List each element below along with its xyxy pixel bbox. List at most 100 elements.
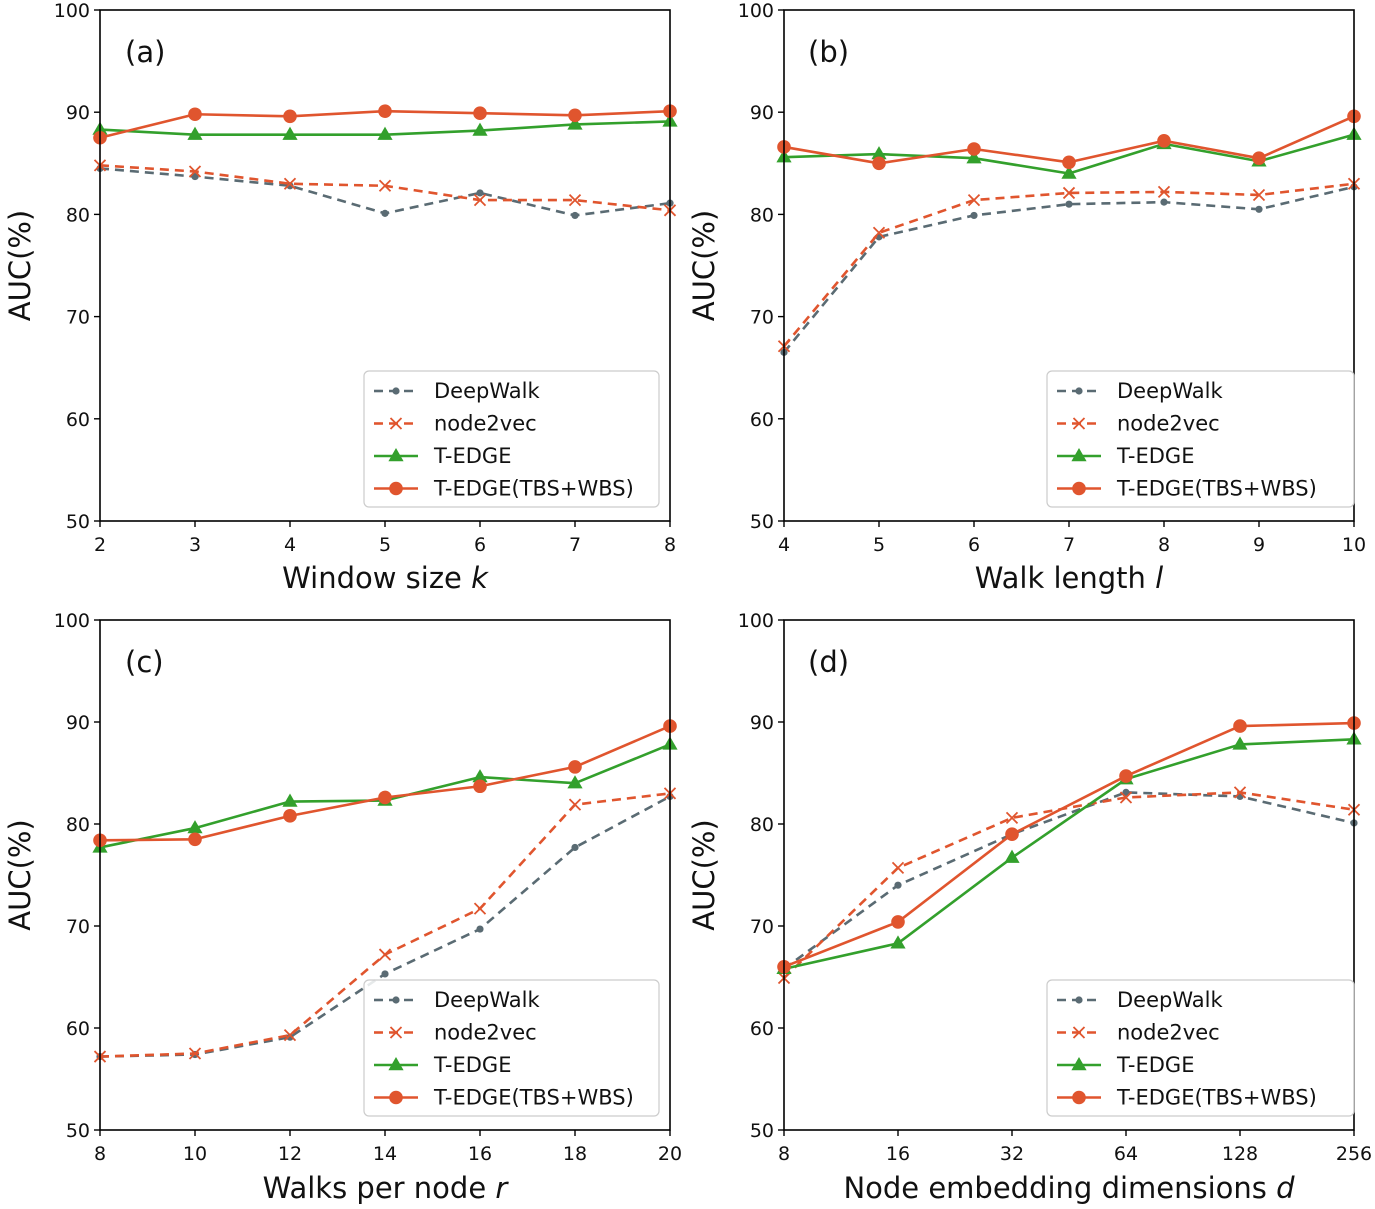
x-tick-label: 18: [563, 1143, 587, 1165]
legend-marker: [1072, 1090, 1086, 1105]
data-point: [568, 798, 582, 811]
legend-label: T-EDGE(TBS+WBS): [433, 477, 634, 501]
x-tick-label: 12: [278, 1143, 302, 1165]
data-point: [381, 970, 389, 978]
chart-panel-a: 50 60 70 80 90 100 2 3 4 5 6 7 8 Window size k AUC(%) (…: [3, 0, 678, 595]
x-tick-label: 128: [1222, 1143, 1258, 1165]
legend-label: DeepWalk: [1117, 988, 1223, 1012]
legend-marker: [392, 996, 400, 1004]
data-point: [378, 179, 392, 192]
legend-label: T-EDGE: [433, 444, 511, 468]
legend-label: DeepWalk: [434, 379, 540, 403]
legend-marker: [388, 448, 404, 462]
data-point: [967, 142, 981, 156]
data-point: [872, 226, 886, 239]
data-point: [378, 104, 392, 118]
x-tick-label: 20: [658, 1143, 682, 1165]
series-t-edge-tbs-wbs-: [777, 109, 1361, 171]
data-point: [187, 126, 203, 140]
data-point: [1160, 198, 1168, 206]
x-tick-label: 3: [189, 534, 201, 556]
x-tick-label: 5: [379, 534, 391, 556]
y-tick-label: 80: [66, 204, 90, 226]
y-tick-label: 80: [750, 814, 774, 836]
legend-marker: [389, 417, 403, 430]
y-tick-label: 90: [66, 712, 90, 734]
data-point: [283, 809, 297, 823]
series-line: [783, 721, 1355, 969]
series-t-edge: [776, 731, 1362, 975]
y-tick-label: 100: [54, 0, 90, 22]
legend-marker: [1072, 481, 1086, 496]
legend-marker: [392, 387, 400, 395]
data-point: [970, 211, 978, 220]
y-tick-label: 90: [750, 102, 774, 124]
x-tick-label: 64: [1114, 1143, 1138, 1165]
x-tick-label: 10: [1342, 534, 1366, 556]
data-point: [1157, 185, 1171, 199]
x-axis-label: Node embedding dimensions d: [843, 1171, 1295, 1205]
y-tick-label: 50: [750, 1120, 774, 1142]
data-point: [473, 193, 487, 207]
data-point: [1119, 791, 1133, 804]
y-axis-label: AUC(%): [3, 819, 37, 931]
x-tick-label: 10: [183, 1143, 207, 1165]
legend-label: T-EDGE(TBS+WBS): [433, 1086, 634, 1110]
data-point: [1005, 811, 1019, 825]
data-point: [567, 116, 583, 130]
data-point: [378, 790, 392, 805]
data-point: [891, 861, 905, 874]
legend-label: node2vec: [1117, 1021, 1220, 1045]
data-point: [188, 107, 202, 122]
data-point: [381, 209, 389, 217]
x-axis-label: Window size k: [282, 561, 489, 595]
x-tick-label: 7: [1063, 534, 1075, 556]
series-deepwalk: [780, 788, 1358, 973]
panel-tag: (c): [125, 645, 164, 679]
y-tick-label: 60: [750, 409, 774, 431]
y-tick-label: 100: [738, 610, 774, 632]
data-point: [473, 902, 487, 915]
legend-label: node2vec: [434, 1021, 537, 1045]
data-point: [1062, 155, 1076, 170]
data-point: [286, 182, 294, 190]
series-deepwalk: [780, 183, 1358, 356]
x-tick-label: 16: [886, 1143, 910, 1165]
data-point: [1122, 788, 1130, 796]
data-point: [187, 820, 203, 834]
legend-label: T-EDGE: [433, 1053, 511, 1077]
data-point: [283, 1029, 297, 1042]
x-tick-label: 8: [1158, 534, 1170, 556]
data-point: [1005, 827, 1019, 841]
y-tick-label: 70: [66, 916, 90, 938]
series-node2vec: [777, 786, 1361, 985]
series-t-edge-tbs-wbs-: [93, 104, 677, 145]
legend-box: [363, 979, 660, 1117]
data-point: [1119, 769, 1133, 783]
data-point: [568, 108, 582, 123]
data-point: [1255, 205, 1263, 213]
legend-box: [1046, 370, 1355, 508]
data-point: [286, 1033, 294, 1041]
x-tick-label: 16: [468, 1143, 492, 1165]
legend-label: node2vec: [434, 412, 537, 436]
y-tick-label: 80: [66, 814, 90, 836]
data-point: [282, 126, 298, 140]
data-point: [894, 881, 902, 889]
y-tick-label: 90: [66, 102, 90, 124]
data-point: [568, 760, 582, 774]
legend: DeepWalk node2vec T-EDGE T-EDGE(TBS+WBS): [1046, 979, 1355, 1117]
data-point: [188, 1047, 202, 1060]
chart-panel-c: 50 60 70 80 90 100 8 10 12 14 16 18 20 Walks per node…: [3, 610, 682, 1205]
data-point: [966, 150, 982, 164]
chart-panel-d: 50 60 70 80 90 100 8 16 32 64 128 256 Node embedding…: [687, 610, 1372, 1205]
data-point: [1252, 151, 1266, 165]
data-point: [472, 769, 488, 783]
data-point: [476, 189, 484, 197]
data-point: [473, 106, 487, 121]
y-tick-label: 50: [66, 511, 90, 533]
legend-label: T-EDGE(TBS+WBS): [1116, 1086, 1317, 1110]
series-line: [783, 738, 1355, 971]
x-tick-label: 4: [284, 534, 296, 556]
